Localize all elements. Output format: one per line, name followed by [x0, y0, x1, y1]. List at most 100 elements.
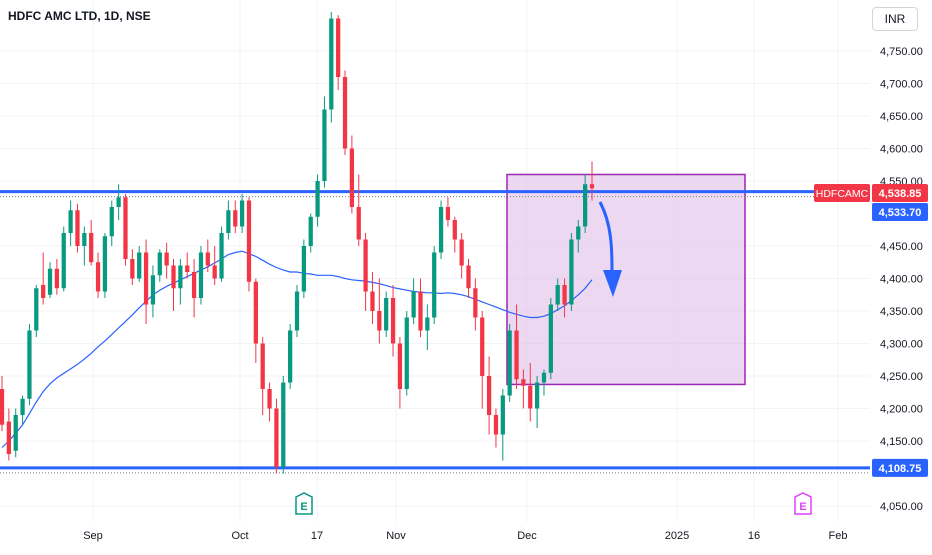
currency-button[interactable]: INR [872, 7, 918, 31]
candle-body [377, 311, 382, 331]
candle-body [253, 281, 258, 344]
earnings-marker[interactable]: E [794, 492, 812, 515]
price-label-bg [872, 203, 928, 221]
candle-body [390, 298, 396, 344]
candle-body [27, 330, 32, 399]
candle-body [534, 382, 540, 409]
candle [452, 216, 457, 253]
earnings-marker-label: E [799, 501, 806, 513]
y-tick-label: 4,650.00 [880, 111, 923, 123]
candle-body [41, 285, 46, 298]
candle [123, 194, 128, 266]
down-arrow-head [603, 270, 622, 297]
candle-body [137, 252, 142, 279]
candle-body [212, 265, 217, 279]
candle-body [95, 262, 101, 292]
candle [137, 246, 142, 282]
candle [109, 200, 114, 246]
candle-body [54, 268, 60, 289]
candle [336, 15, 341, 90]
x-axis[interactable]: Sep Oct 17 Nov Dec 2025 16 Feb [83, 530, 847, 542]
candle [246, 197, 252, 292]
candle-body [342, 77, 348, 149]
candle-body [246, 200, 252, 282]
candle [411, 278, 416, 324]
candle [41, 252, 46, 305]
earnings-marker-frame [794, 492, 812, 515]
candle [47, 262, 53, 298]
candle-body [82, 233, 87, 246]
candle [75, 203, 80, 253]
candle-body [6, 421, 11, 454]
candle [288, 324, 293, 389]
candle-body [507, 330, 512, 396]
candle-body [541, 372, 547, 383]
price-label-bg [872, 458, 928, 477]
y-tick-label: 4,150.00 [880, 436, 923, 448]
candle [61, 226, 66, 292]
candle [384, 291, 389, 337]
candle-body [466, 265, 471, 289]
candle [205, 239, 210, 272]
candle [528, 363, 533, 422]
highlight-zone[interactable] [506, 173, 746, 386]
candle-body [102, 236, 108, 292]
candle [178, 259, 183, 305]
candle [521, 369, 526, 409]
candle-body [281, 382, 286, 467]
candle [226, 200, 231, 240]
candle [260, 337, 265, 415]
candle [322, 96, 327, 188]
candle [89, 220, 94, 266]
candle-body [583, 184, 588, 227]
candle [315, 174, 320, 227]
candle [157, 249, 162, 282]
candle [212, 246, 217, 285]
candle-body [185, 265, 190, 272]
candle [438, 200, 444, 259]
candle-body [109, 207, 114, 237]
candle-body [274, 408, 279, 467]
candle [576, 220, 581, 253]
candle-body [548, 304, 553, 373]
candle-body [370, 291, 375, 311]
candle-body [384, 298, 389, 331]
y-tick-label: 4,050.00 [880, 501, 923, 513]
x-tick-label: Sep [83, 530, 103, 542]
candle [363, 233, 368, 311]
candle [425, 304, 430, 350]
candle-body [157, 252, 162, 276]
candle [480, 311, 485, 409]
candle-body [123, 197, 128, 259]
candle [82, 226, 87, 266]
candle-body [418, 291, 423, 331]
candle-body [555, 285, 560, 305]
candle [171, 259, 176, 311]
price-label-text: 4,538.85 [879, 188, 922, 200]
candle [164, 242, 169, 279]
candle [356, 174, 361, 246]
candle [294, 285, 300, 337]
earnings-marker[interactable]: E [295, 492, 313, 515]
candle [507, 324, 512, 402]
candle-body [150, 275, 156, 305]
candle [589, 161, 595, 201]
candle [233, 200, 238, 233]
candle [541, 369, 547, 396]
candle-body [452, 220, 457, 240]
candle [514, 304, 519, 389]
candle-body [171, 265, 176, 289]
candle [116, 184, 121, 220]
candle [219, 226, 224, 282]
x-tick-label: 16 [748, 530, 760, 542]
candle [274, 398, 279, 474]
candle-body [562, 285, 567, 305]
candle [486, 356, 492, 435]
y-axis[interactable]: 4,750.004,700.004,650.004,600.004,550.00… [880, 46, 923, 513]
candle [267, 382, 272, 422]
candle-body [294, 291, 300, 331]
candle [34, 285, 39, 337]
